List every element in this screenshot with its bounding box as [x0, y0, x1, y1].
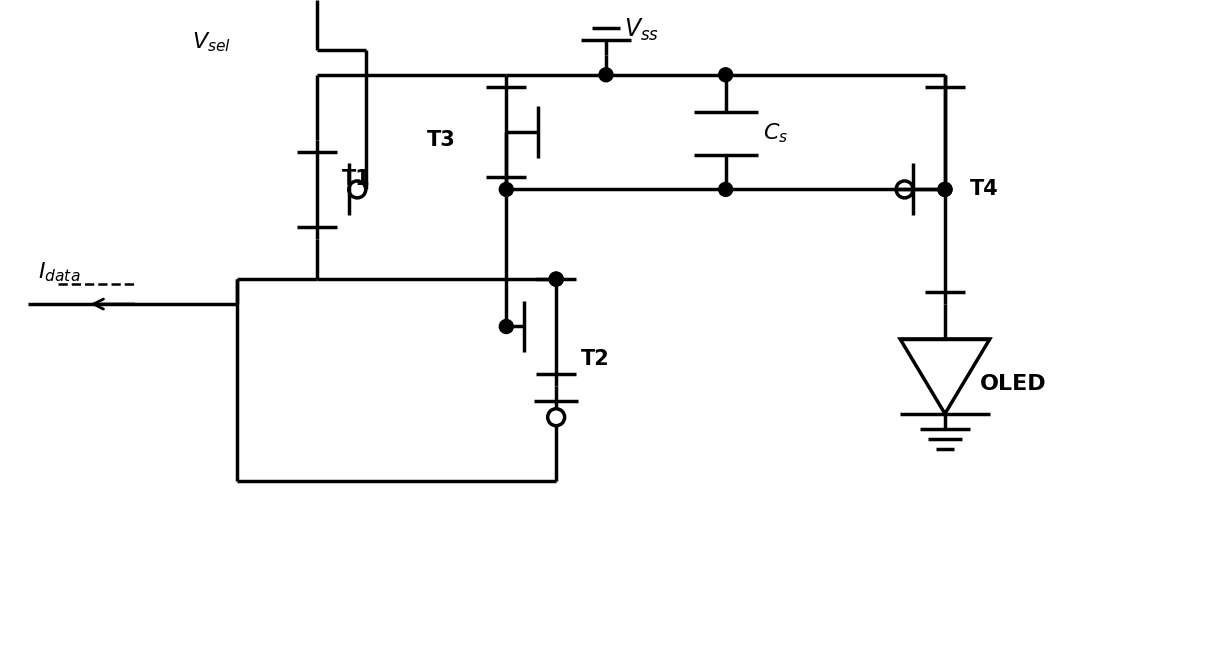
- Text: T2: T2: [581, 349, 610, 369]
- Text: $C_s$: $C_s$: [762, 121, 788, 145]
- Text: $V_{ss}$: $V_{ss}$: [624, 17, 659, 43]
- Text: T3: T3: [427, 130, 456, 150]
- Circle shape: [549, 272, 564, 286]
- Circle shape: [938, 183, 951, 196]
- Text: $V_{sel}$: $V_{sel}$: [193, 30, 231, 54]
- Circle shape: [499, 183, 514, 196]
- Circle shape: [499, 319, 514, 334]
- Text: $I_{data}$: $I_{data}$: [38, 260, 80, 284]
- Circle shape: [719, 68, 732, 82]
- Text: T1: T1: [342, 169, 371, 189]
- Circle shape: [549, 272, 564, 286]
- Text: T4: T4: [970, 179, 999, 200]
- Text: OLED: OLED: [979, 374, 1046, 394]
- Circle shape: [938, 183, 951, 196]
- Circle shape: [719, 183, 732, 196]
- Circle shape: [599, 68, 613, 82]
